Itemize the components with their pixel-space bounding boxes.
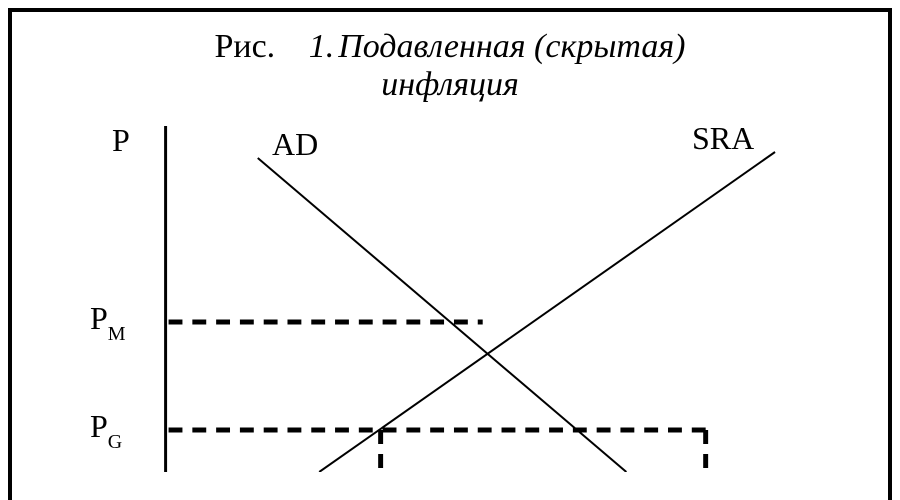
figure-frame: Рис. 1. Подавленная (скрытая) инфляция P… (8, 8, 892, 500)
title-spacer (279, 28, 305, 65)
figure-title: Рис. 1. Подавленная (скрытая) инфляция (12, 12, 888, 112)
title-line1: Подавленная (скрытая) (338, 28, 685, 65)
title-number: 1. (309, 28, 335, 65)
chart-svg (12, 112, 888, 472)
title-prefix: Рис. (214, 28, 275, 65)
title-line2: инфляция (381, 66, 519, 103)
ad-line (258, 158, 627, 472)
chart-area: P AD SRA PM PG (12, 112, 888, 472)
sra-line (319, 152, 775, 472)
